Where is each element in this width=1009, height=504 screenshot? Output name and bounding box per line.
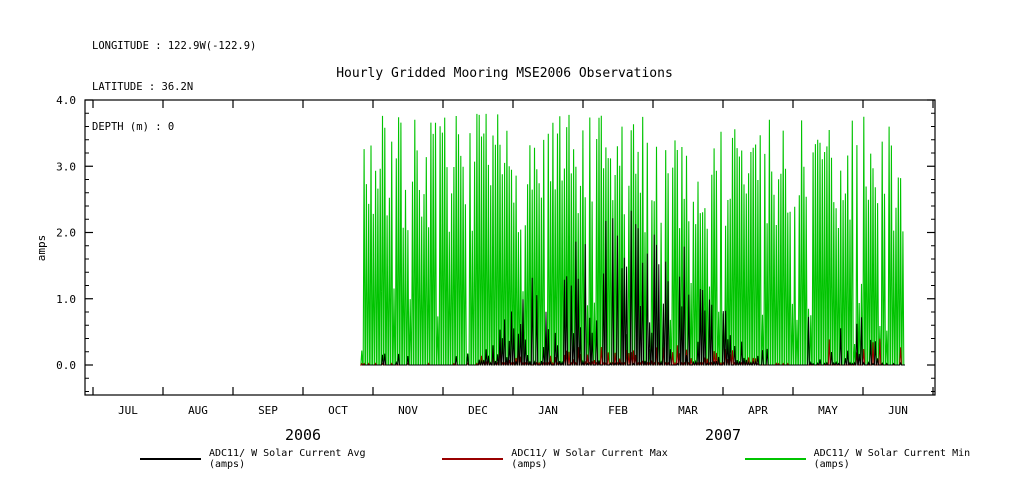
legend-label-max: ADC11/ W Solar Current Max (amps) [511, 448, 668, 470]
longitude-label: LONGITUDE : 122.9W(-122.9) [92, 40, 257, 52]
station-metadata: LONGITUDE : 122.9W(-122.9) LATITUDE : 36… [92, 13, 256, 162]
legend-label-avg: ADC11/ W Solar Current Avg (amps) [208, 448, 366, 470]
legend-item-avg: ADC11/ W Solar Current Avg (amps) [140, 448, 404, 470]
x-tick-label: OCT [328, 404, 348, 417]
latitude-label: LATITUDE : 36.2N [92, 80, 194, 93]
legend-item-min: ADC11/ W Solar Current Min (amps) [744, 448, 1009, 470]
y-tick-label: 4.0 [56, 94, 76, 107]
legend-item-max: ADC11/ W Solar Current Max (amps) [442, 448, 706, 470]
x-tick-label: JUN [888, 404, 908, 417]
y-tick-label: 0.0 [56, 359, 76, 372]
y-tick-label: 2.0 [56, 227, 76, 240]
x-tick-label: DEC [468, 404, 488, 417]
x-tick-label: MAR [678, 404, 698, 417]
chart-legend: ADC11/ W Solar Current Avg (amps) ADC11/… [0, 448, 1009, 470]
x-tick-label: MAY [818, 404, 838, 417]
x-tick-label: SEP [258, 404, 278, 417]
y-tick-label: 3.0 [56, 160, 76, 173]
y-tick-label: 1.0 [56, 293, 76, 306]
year-label: 2007 [705, 426, 741, 444]
chart-title: Hourly Gridded Mooring MSE2006 Observati… [336, 66, 673, 81]
x-tick-label: APR [748, 404, 768, 417]
x-tick-label: FEB [608, 404, 628, 417]
legend-label-min: ADC11/ W Solar Current Min (amps) [813, 448, 971, 470]
y-axis-title: amps [35, 235, 48, 262]
max-line-swatch [442, 458, 504, 460]
x-tick-label: NOV [398, 404, 418, 417]
avg-line-swatch [140, 458, 201, 460]
series-min-line [360, 113, 905, 366]
year-label: 2006 [285, 426, 321, 444]
x-tick-label: JUL [118, 404, 138, 417]
depth-label: DEPTH (m) : 0 [92, 121, 175, 133]
min-line-swatch [744, 458, 806, 460]
plot-box [84, 99, 936, 396]
x-tick-label: JAN [538, 404, 558, 417]
x-tick-label: AUG [188, 404, 208, 417]
series-avg-line [361, 210, 905, 366]
